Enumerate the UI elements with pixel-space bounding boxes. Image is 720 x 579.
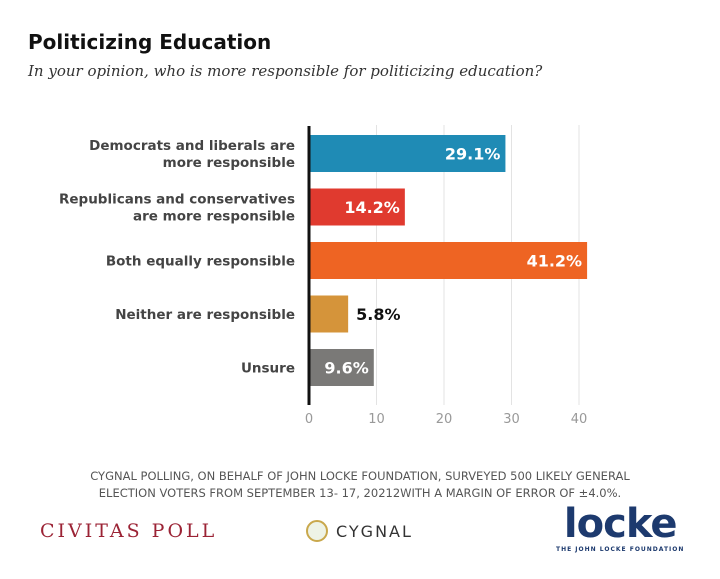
bar — [309, 188, 405, 226]
x-tick-label: 40 — [571, 412, 588, 427]
category-label: Republicans and conservatives — [59, 192, 295, 208]
x-tick-label: 0 — [305, 412, 313, 427]
x-tick-label: 30 — [503, 412, 520, 427]
category-label: Democrats and liberals are — [89, 138, 295, 154]
data-label: 14.2% — [344, 198, 400, 217]
civitas-poll-logo: CIVITAS POLL — [40, 520, 218, 542]
category-label: are more responsible — [133, 209, 295, 225]
chart-subtitle: In your opinion, who is more responsible… — [28, 62, 543, 80]
locke-wordmark: locke — [563, 501, 678, 547]
cygnal-text: CYGNAL — [336, 521, 413, 541]
category-label: Both equally responsible — [106, 254, 295, 270]
data-label: 5.8% — [356, 305, 400, 324]
cygnal-logo: CYGNAL — [306, 520, 413, 542]
category-label: Unsure — [241, 361, 295, 377]
locke-foundation-logo: locke THE JOHN LOCKE FOUNDATION — [556, 502, 684, 553]
data-label: 41.2% — [527, 252, 583, 271]
methodology-note: CYGNAL POLLING, ON BEHALF OF JOHN LOCKE … — [0, 468, 720, 502]
data-label: 9.6% — [324, 359, 368, 378]
x-tick-label: 20 — [436, 412, 453, 427]
cygnal-emblem-icon — [306, 520, 328, 542]
bar — [309, 242, 588, 279]
bar-chart: 0 10 20 30 40 29.1% Democrats and liberals are… — [59, 125, 588, 427]
bar — [309, 295, 349, 333]
category-label: Neither are responsible — [115, 307, 295, 323]
category-label: more responsible — [163, 155, 295, 171]
bar — [309, 349, 374, 386]
x-tick-label: 10 — [368, 412, 385, 427]
note-line-1: CYGNAL POLLING, ON BEHALF OF JOHN LOCKE … — [90, 469, 630, 483]
data-label: 29.1% — [445, 145, 501, 164]
note-line-2: ELECTION VOTERS FROM SEPTEMBER 13- 17, 2… — [98, 486, 622, 500]
bar — [309, 135, 506, 172]
locke-subtitle: THE JOHN LOCKE FOUNDATION — [556, 546, 685, 553]
chart-title: Politicizing Education — [28, 30, 272, 54]
